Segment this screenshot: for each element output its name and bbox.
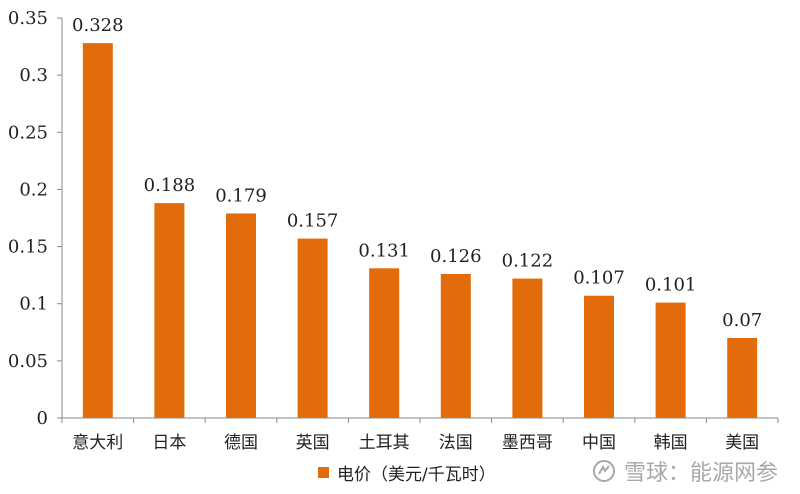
data-label: 0.157 bbox=[287, 211, 339, 232]
x-tick-label: 意大利 bbox=[72, 433, 123, 453]
data-label: 0.07 bbox=[722, 310, 762, 331]
snowball-logo-icon bbox=[592, 460, 615, 482]
x-tick-label: 美国 bbox=[725, 433, 759, 453]
data-label: 0.188 bbox=[144, 175, 196, 196]
bar bbox=[297, 238, 328, 418]
x-tick-label: 德国 bbox=[224, 433, 258, 453]
bar bbox=[655, 302, 686, 418]
data-label: 0.107 bbox=[573, 268, 625, 289]
y-tick-label: 0.05 bbox=[8, 351, 48, 372]
legend: 电价（美元/千瓦时） bbox=[318, 460, 496, 485]
data-label: 0.179 bbox=[215, 185, 267, 206]
y-tick-label: 0.2 bbox=[19, 179, 48, 200]
x-tick-label: 墨西哥 bbox=[502, 433, 553, 453]
x-tick-label: 法国 bbox=[439, 433, 473, 453]
data-label: 0.101 bbox=[645, 275, 697, 296]
x-tick-label: 中国 bbox=[582, 433, 616, 453]
y-tick-label: 0.35 bbox=[8, 8, 48, 29]
x-tick-label: 英国 bbox=[296, 433, 330, 453]
y-tick-label: 0.3 bbox=[19, 65, 48, 86]
legend-label: 电价（美元/千瓦时） bbox=[337, 465, 496, 485]
y-tick-label: 0.25 bbox=[8, 122, 48, 143]
watermark: 雪球：能源网参 bbox=[592, 455, 778, 487]
x-axis: 意大利 日本 德国 英国 土耳其 法国 墨西哥 中国 韩国 美国 bbox=[61, 417, 779, 453]
data-label: 0.122 bbox=[502, 251, 554, 272]
y-tick-label: 0.15 bbox=[8, 237, 48, 258]
y-axis: 0 0.05 0.1 0.15 0.2 0.25 0.3 0.35 bbox=[8, 8, 63, 429]
bars bbox=[82, 43, 758, 419]
data-label: 0.328 bbox=[72, 15, 124, 36]
bar bbox=[369, 268, 400, 418]
bar bbox=[727, 338, 758, 418]
x-tick-label: 土耳其 bbox=[359, 433, 410, 453]
bar bbox=[154, 203, 185, 418]
data-labels: 0.328 0.188 0.179 0.157 0.131 0.126 0.122 0.107… bbox=[72, 15, 762, 331]
bar bbox=[82, 43, 113, 419]
data-label: 0.126 bbox=[430, 246, 482, 267]
y-tick-label: 0.1 bbox=[19, 294, 48, 315]
legend-swatch bbox=[318, 467, 329, 478]
x-tick-label: 日本 bbox=[152, 433, 186, 453]
bar bbox=[440, 274, 471, 418]
x-tick-label: 韩国 bbox=[654, 433, 688, 453]
data-label: 0.131 bbox=[358, 240, 410, 261]
y-tick-label: 0 bbox=[37, 408, 48, 429]
bar bbox=[584, 295, 614, 418]
bar bbox=[512, 278, 543, 418]
bar bbox=[226, 213, 256, 418]
watermark-text: 雪球：能源网参 bbox=[623, 461, 778, 486]
